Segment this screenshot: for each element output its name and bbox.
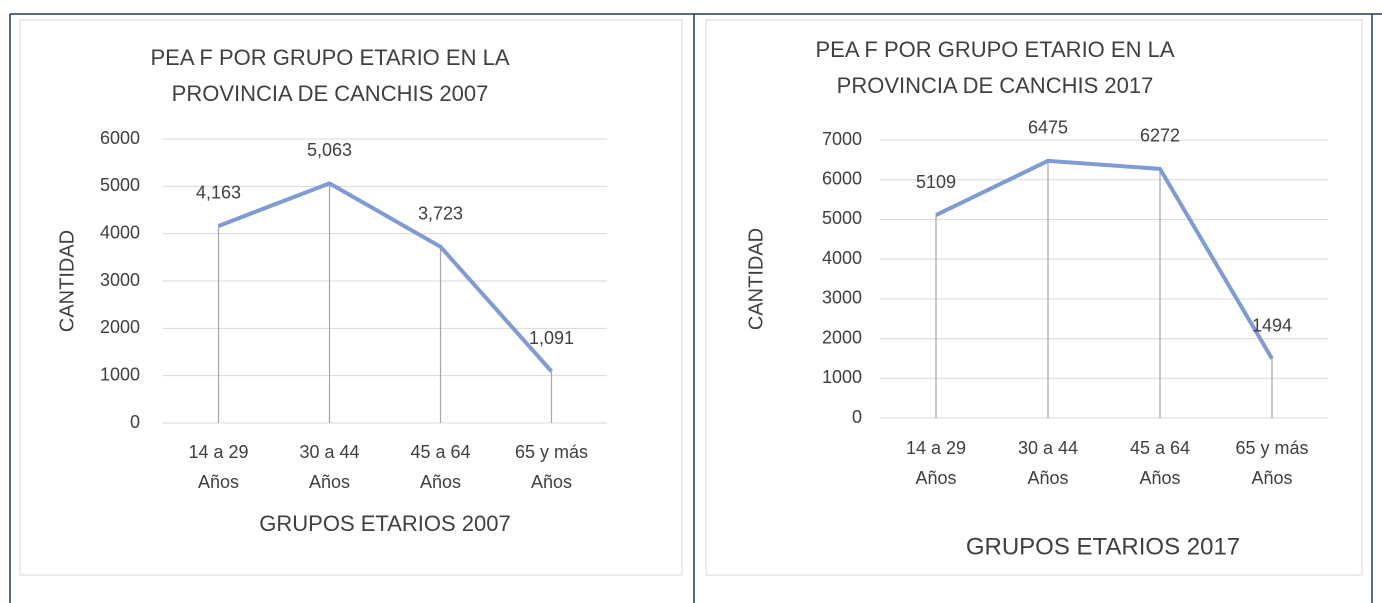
value-label: 4,163: [196, 183, 241, 203]
x-tick-label: 45 a 64 Años: [410, 442, 471, 492]
y-tick-label: 3000: [822, 288, 862, 308]
y-tick-label: 1000: [822, 367, 862, 387]
chart-title: PEA F POR GRUPO ETARIO EN LA PROVINCIA D…: [150, 45, 510, 106]
y-tick-label: 4000: [822, 248, 862, 268]
y-tick-label: 0: [130, 412, 140, 432]
chart-box: [705, 19, 1363, 576]
x-axis-title: GRUPOS ETARIOS 2017: [966, 533, 1240, 560]
y-tick-label: 2000: [822, 327, 862, 347]
chart-box: [19, 19, 683, 576]
data-line: [935, 158, 1274, 360]
x-tick-label: 30 a 44 Años: [1017, 438, 1079, 488]
value-label: 6475: [1028, 118, 1068, 138]
y-tick-label: 6000: [100, 128, 140, 148]
y-tick-label: 5000: [100, 175, 140, 195]
y-tick-label: 5000: [822, 208, 862, 228]
y-axis-title: CANTIDAD: [745, 228, 767, 330]
x-axis-title: GRUPOS ETARIOS 2007: [259, 511, 510, 536]
x-tick-label: 65 y más Años: [514, 442, 589, 492]
x-tick-label: 14 a 29 Años: [905, 438, 967, 488]
y-axis-title: CANTIDAD: [56, 230, 78, 332]
y-tick-label: 3000: [100, 270, 140, 290]
value-label: 3,723: [418, 204, 463, 224]
value-label: 1,091: [529, 328, 574, 348]
value-label: 5,063: [307, 140, 352, 160]
y-tick-label: 6000: [822, 168, 862, 188]
y-tick-label: 7000: [822, 129, 862, 149]
x-tick-label: 14 a 29 Años: [188, 442, 249, 492]
y-tick-label: 0: [852, 407, 862, 427]
value-label: 1494: [1252, 315, 1292, 335]
value-label: 5109: [916, 172, 956, 192]
chart-title: PEA F POR GRUPO ETARIO EN LA PROVINCIA D…: [815, 37, 1175, 98]
y-tick-label: 4000: [100, 222, 140, 242]
y-tick-label: 1000: [100, 364, 140, 384]
x-tick-label: 30 a 44 Años: [299, 442, 360, 492]
data-line: [217, 181, 553, 373]
x-tick-label: 45 a 64 Años: [1129, 438, 1191, 488]
value-label: 6272: [1140, 126, 1180, 146]
y-tick-label: 2000: [100, 317, 140, 337]
x-tick-label: 65 y más Años: [1235, 438, 1309, 488]
